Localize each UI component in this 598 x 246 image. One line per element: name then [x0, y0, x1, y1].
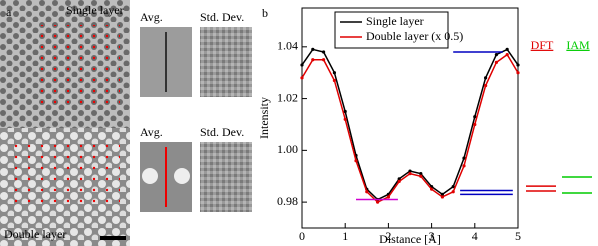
data-point: [300, 63, 304, 67]
x-tick-label: 3: [429, 229, 435, 243]
panel-label: a: [6, 5, 12, 19]
marker-label: DFT: [531, 38, 554, 52]
x-tick-label: 5: [515, 229, 521, 243]
data-point: [322, 50, 326, 54]
data-point: [322, 58, 326, 62]
data-point: [397, 179, 401, 184]
inset-label: Std. Dev.: [200, 10, 244, 24]
data-point: [505, 47, 509, 52]
x-axis-label: Distance [Å]: [379, 232, 441, 246]
legend-label: Single layer: [366, 14, 424, 28]
data-point: [419, 174, 423, 178]
data-point: [451, 184, 455, 189]
inset-label: Avg.: [140, 10, 163, 24]
data-point: [494, 60, 498, 64]
data-point: [440, 192, 444, 196]
data-point: [332, 71, 336, 75]
y-tick-label: 1.00: [277, 142, 298, 156]
data-point: [343, 117, 347, 121]
data-point: [440, 195, 444, 199]
legend-box: [334, 11, 449, 49]
y-tick-label: 0.98: [277, 194, 298, 208]
panel-label: b: [262, 6, 268, 20]
data-point: [408, 169, 412, 173]
data-point: [311, 58, 315, 62]
data-point: [354, 159, 358, 163]
data-point: [516, 71, 520, 75]
legend-label: Double layer (x 0.5): [366, 29, 463, 43]
x-tick-label: 1: [342, 229, 348, 243]
data-point: [473, 122, 477, 127]
data-point: [365, 190, 369, 194]
data-point: [386, 195, 390, 199]
data-point: [505, 52, 509, 57]
data-point: [451, 190, 455, 194]
data-point: [300, 76, 304, 80]
data-point: [332, 78, 336, 83]
data-point: [311, 47, 315, 52]
data-point: [494, 52, 498, 57]
region-label: Double layer: [4, 227, 66, 241]
plot-frame: [301, 7, 519, 229]
data-point: [419, 172, 423, 176]
data-point: [408, 172, 412, 176]
data-point: [473, 115, 477, 119]
y-tick-label: 1.02: [277, 90, 298, 104]
region-label: Single layer: [66, 3, 124, 17]
data-point: [376, 200, 380, 204]
inset-label: Avg.: [140, 125, 163, 139]
data-point: [462, 156, 466, 160]
marker-label: IAM: [566, 38, 590, 52]
data-point: [430, 187, 434, 191]
x-tick-label: 4: [472, 229, 478, 243]
micrograph: [0, 0, 130, 246]
y-tick-label: 1.04: [277, 39, 298, 53]
insets: [140, 27, 252, 212]
x-tick-label: 2: [385, 229, 391, 243]
data-point: [516, 63, 520, 67]
data-point: [484, 76, 488, 80]
data-point: [462, 164, 466, 168]
inset-label: Std. Dev.: [200, 125, 244, 139]
data-point: [397, 177, 401, 181]
y-axis-label: Intensity: [257, 97, 271, 139]
data-point: [343, 109, 347, 114]
x-tick-label: 0: [299, 229, 305, 243]
data-point: [484, 84, 488, 88]
